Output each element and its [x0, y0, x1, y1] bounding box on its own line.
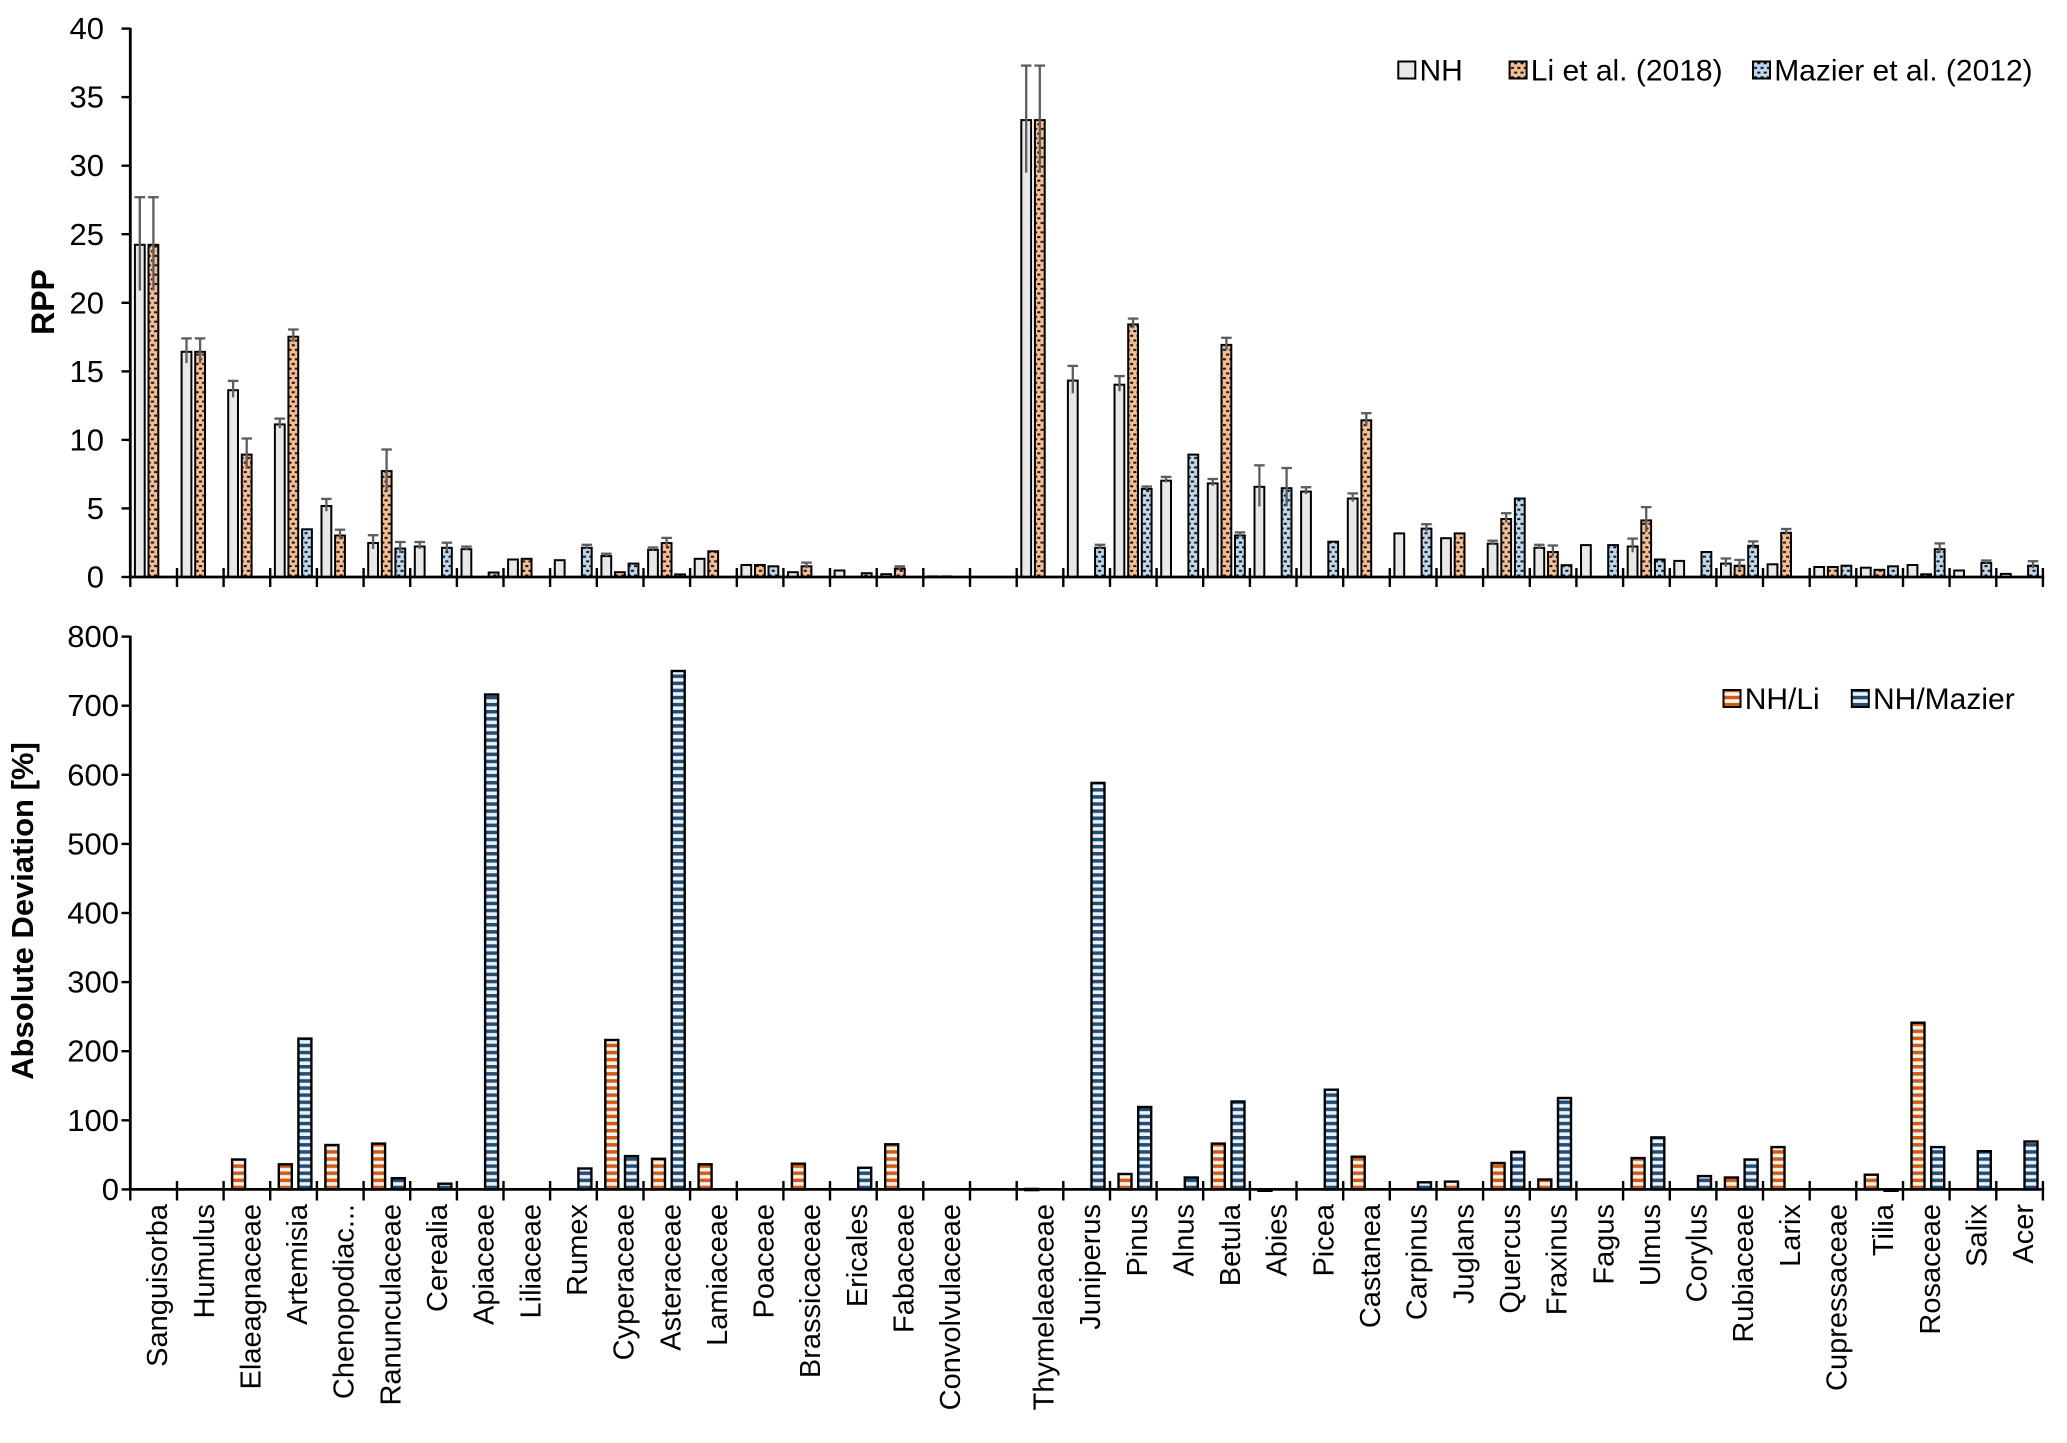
svg-text:15: 15 [70, 354, 104, 389]
svg-text:Liliaceae: Liliaceae [515, 1204, 547, 1318]
svg-text:Castanea: Castanea [1355, 1203, 1387, 1328]
svg-text:35: 35 [70, 80, 104, 115]
svg-text:30: 30 [70, 148, 104, 183]
svg-text:Larix: Larix [1775, 1204, 1807, 1267]
svg-text:Asteraceae: Asteraceae [655, 1204, 687, 1351]
svg-text:Elaeagnaceae: Elaeagnaceae [235, 1204, 267, 1389]
svg-text:Lamiaceae: Lamiaceae [702, 1204, 734, 1346]
svg-text:Corylus: Corylus [1682, 1204, 1714, 1302]
svg-text:400: 400 [67, 896, 119, 931]
svg-text:Cyperaceae: Cyperaceae [609, 1204, 641, 1360]
svg-text:Pinus: Pinus [1122, 1204, 1154, 1277]
svg-text:Poaceae: Poaceae [749, 1204, 781, 1319]
svg-text:NH: NH [1420, 55, 1463, 88]
svg-text:Tilia: Tilia [1868, 1203, 1900, 1256]
svg-text:Sanguisorba: Sanguisorba [142, 1203, 174, 1367]
svg-text:Ranunculaceae: Ranunculaceae [375, 1204, 407, 1406]
svg-text:Thymelaeaceae: Thymelaeaceae [1029, 1204, 1061, 1410]
svg-text:NH/Mazier: NH/Mazier [1873, 683, 2015, 716]
svg-text:Cupressaceae: Cupressaceae [1822, 1204, 1854, 1391]
svg-text:Brassicaceae: Brassicaceae [795, 1204, 827, 1378]
svg-text:0: 0 [102, 1172, 119, 1207]
svg-text:Convolvulaceae: Convolvulaceae [935, 1204, 967, 1410]
svg-text:Picea: Picea [1308, 1203, 1340, 1276]
svg-text:200: 200 [67, 1034, 119, 1069]
svg-text:Carpinus: Carpinus [1402, 1204, 1434, 1320]
svg-text:Abies: Abies [1262, 1204, 1294, 1277]
svg-text:Juniperus: Juniperus [1075, 1204, 1107, 1330]
svg-text:0: 0 [87, 560, 104, 595]
svg-text:Juglans: Juglans [1448, 1204, 1480, 1304]
svg-text:800: 800 [67, 619, 119, 654]
svg-text:Quercus: Quercus [1495, 1204, 1527, 1314]
svg-text:Mazier et al. (2012): Mazier et al. (2012) [1774, 55, 2032, 88]
svg-text:Alnus: Alnus [1168, 1204, 1200, 1277]
svg-text:5: 5 [87, 491, 104, 526]
svg-text:Ulmus: Ulmus [1635, 1204, 1667, 1286]
svg-text:Ericales: Ericales [842, 1204, 874, 1307]
svg-text:Artemisia: Artemisia [282, 1203, 314, 1325]
svg-text:Absolute Deviation [%]: Absolute Deviation [%] [5, 742, 40, 1080]
svg-text:10: 10 [70, 422, 104, 457]
svg-text:25: 25 [70, 217, 104, 252]
svg-text:NH/Li: NH/Li [1745, 683, 1820, 716]
svg-text:100: 100 [67, 1103, 119, 1138]
svg-text:300: 300 [67, 965, 119, 1000]
svg-text:Humulus: Humulus [189, 1204, 221, 1318]
svg-text:Li et al. (2018): Li et al. (2018) [1531, 55, 1723, 88]
svg-text:Cerealia: Cerealia [422, 1203, 454, 1312]
svg-text:500: 500 [67, 826, 119, 861]
svg-text:700: 700 [67, 688, 119, 723]
svg-text:Rosaceae: Rosaceae [1915, 1204, 1947, 1335]
svg-text:Chenopodiac...: Chenopodiac... [329, 1204, 361, 1399]
svg-text:Salix: Salix [1962, 1204, 1994, 1267]
svg-text:Rubiaceae: Rubiaceae [1728, 1204, 1760, 1343]
svg-text:Fagus: Fagus [1588, 1204, 1620, 1285]
svg-text:Apiaceae: Apiaceae [469, 1204, 501, 1325]
svg-text:Fraxinus: Fraxinus [1542, 1204, 1574, 1315]
svg-text:RPP: RPP [25, 269, 61, 335]
svg-text:Fabaceae: Fabaceae [889, 1204, 921, 1333]
svg-text:20: 20 [70, 285, 104, 320]
svg-text:600: 600 [67, 757, 119, 792]
svg-text:Betula: Betula [1215, 1203, 1247, 1286]
svg-text:Rumex: Rumex [562, 1204, 594, 1296]
svg-text:40: 40 [70, 11, 104, 46]
svg-text:Acer: Acer [2008, 1204, 2040, 1264]
